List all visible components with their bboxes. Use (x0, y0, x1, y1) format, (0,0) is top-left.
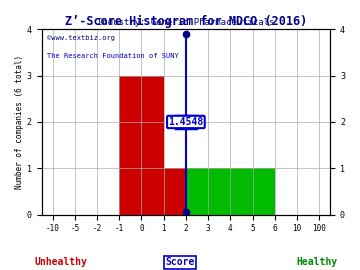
Bar (164, 168, 186, 215)
Bar (186, 168, 275, 215)
Text: 1.4548: 1.4548 (168, 117, 203, 127)
Text: ©www.textbiz.org: ©www.textbiz.org (47, 35, 115, 41)
Y-axis label: Number of companies (6 total): Number of companies (6 total) (15, 55, 24, 189)
Text: The Research Foundation of SUNY: The Research Foundation of SUNY (47, 53, 179, 59)
Text: Healthy: Healthy (296, 257, 337, 267)
Text: Unhealthy: Unhealthy (35, 257, 87, 267)
Bar (119, 76, 164, 215)
Title: Z’-Score Histogram for MDCO (2016): Z’-Score Histogram for MDCO (2016) (65, 15, 307, 28)
Text: Industry: Generic Pharmaceuticals: Industry: Generic Pharmaceuticals (97, 18, 275, 28)
Text: Score: Score (165, 257, 195, 267)
